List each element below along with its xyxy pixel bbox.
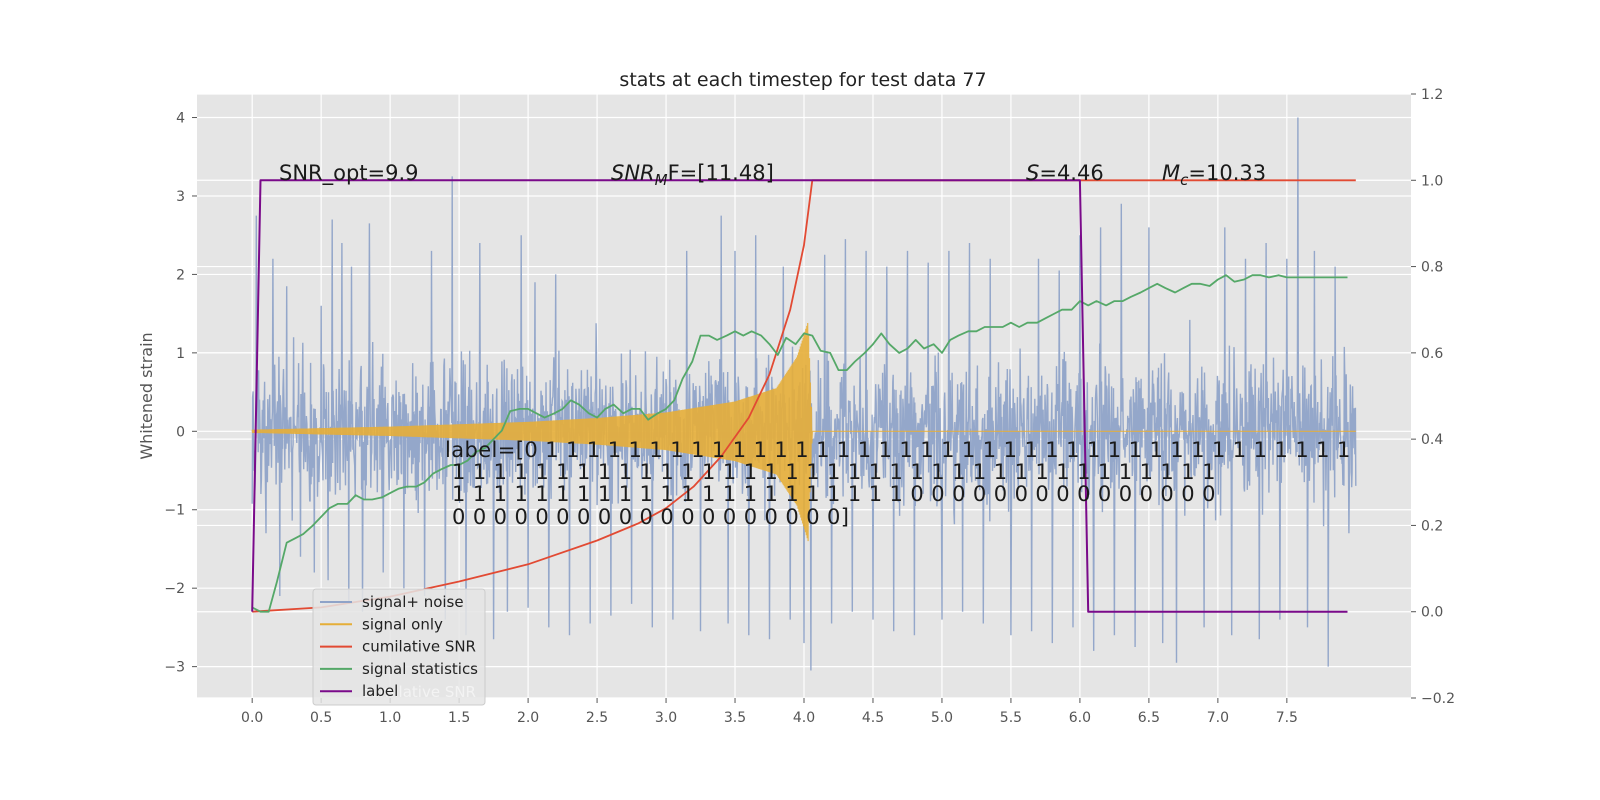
y-tick-label: 3 — [176, 189, 185, 205]
annotation-mc-symbol: M — [1162, 161, 1180, 185]
annotation-snr-mf: SNRMF=[11.48] — [611, 161, 774, 189]
x-tick-label: 6.5 — [1138, 710, 1160, 726]
annotation-snr-mf-symbol: SNR — [611, 161, 655, 185]
annotation-mc-sub: c — [1180, 171, 1189, 189]
x-tick-label: 0.0 — [241, 710, 263, 726]
series-layer — [251, 117, 1357, 671]
label-array-line: 1 1 1 1 1 1 1 1 1 1 1 1 1 1 1 1 1 1 1 1 … — [452, 482, 1216, 506]
y2-tick-label: 1.0 — [1421, 173, 1443, 189]
x-tick-label: 4.0 — [793, 710, 815, 726]
y2-tick-label: 0.8 — [1421, 260, 1443, 276]
y-axis-ticks: 4 3 2 1 0 −1 −2 −3 — [164, 111, 197, 676]
x-tick-label: 4.5 — [862, 710, 884, 726]
x-axis-ticks: 0.0 0.5 1.0 1.5 2.0 2.5 3.0 3.5 4.0 4.5 5.0 5.5 6.0 6… — [241, 698, 1298, 726]
annotations: SNR_opt=9.9 SNRMF=[11.48] S=4.46 Mc=10.33la… — [279, 161, 1351, 529]
legend-entry: signal+ noise — [362, 593, 464, 611]
y-tick-label: 2 — [176, 267, 185, 283]
x-tick-label: 5.0 — [931, 710, 953, 726]
legend-box — [312, 588, 486, 706]
x-tick-label: 1.5 — [448, 710, 470, 726]
legend-entry: cumilative SNR — [362, 638, 476, 656]
annotation-s: S=4.46 — [1026, 161, 1104, 185]
y-tick-label: −1 — [164, 503, 185, 519]
y2-axis-ticks: 1.2 1.0 0.8 0.6 0.4 0.2 0.0 −0.2 — [1411, 87, 1455, 707]
label-array-line: label=[0 1 1 1 1 1 1 1 1 1 1 1 1 1 1 1 1… — [445, 438, 1351, 462]
y2-tick-label: 0.6 — [1421, 346, 1443, 362]
y2-tick-label: 0.2 — [1421, 518, 1443, 534]
annotation-s-value: =4.46 — [1039, 161, 1103, 185]
y-tick-label: 4 — [176, 111, 185, 127]
y-axis-title: Whitened strain — [137, 332, 156, 459]
series-label — [251, 179, 1348, 613]
chart-title: stats at each timestep for test data 77 — [619, 69, 986, 91]
y2-tick-label: 0.4 — [1421, 432, 1443, 448]
x-tick-label: 6.0 — [1069, 710, 1091, 726]
legend-overlap-text: cumilative SNR — [362, 683, 476, 701]
legend: cumilative SNR signal+ noise signal only cu… — [312, 588, 486, 706]
x-tick-label: 2.5 — [586, 710, 608, 726]
legend-entry: signal statistics — [362, 660, 478, 678]
x-tick-label: 3.5 — [724, 710, 746, 726]
series-signal-statistics — [251, 274, 1348, 613]
y-tick-label: −3 — [164, 660, 185, 676]
x-tick-label: 7.5 — [1276, 710, 1298, 726]
x-tick-label: 3.0 — [655, 710, 677, 726]
legend-entry: signal only — [362, 615, 443, 633]
y-tick-label: 0 — [176, 424, 185, 440]
annotation-mc: Mc=10.33 — [1162, 161, 1266, 189]
annotation-snr-mf-rest: F=[11.48] — [668, 161, 774, 185]
label-array-line: 1 1 1 1 1 1 1 1 1 1 1 1 1 1 1 1 1 1 1 1 … — [452, 460, 1216, 484]
y2-tick-label: 0.0 — [1421, 605, 1443, 621]
series-cumulative-snr — [252, 179, 1356, 613]
legend-entry: label — [362, 682, 398, 700]
annotation-snr-opt: SNR_opt=9.9 — [279, 161, 419, 186]
x-tick-label: 5.5 — [1000, 710, 1022, 726]
y2-tick-label: 1.2 — [1421, 87, 1443, 103]
x-tick-label: 1.0 — [379, 710, 401, 726]
y2-tick-label: −0.2 — [1421, 691, 1455, 707]
x-tick-label: 0.5 — [310, 710, 332, 726]
x-tick-label: 7.0 — [1207, 710, 1229, 726]
label-array-line: 0 0 0 0 0 0 0 0 0 0 0 0 0 0 0 0 0 0 0] — [452, 505, 849, 529]
y-tick-label: 1 — [176, 346, 185, 362]
annotation-snr-mf-sub: M — [655, 171, 668, 189]
x-tick-label: 2.0 — [517, 710, 539, 726]
annotation-mc-value: =10.33 — [1188, 161, 1266, 185]
y-tick-label: −2 — [164, 581, 185, 597]
annotation-s-symbol: S — [1026, 161, 1039, 185]
